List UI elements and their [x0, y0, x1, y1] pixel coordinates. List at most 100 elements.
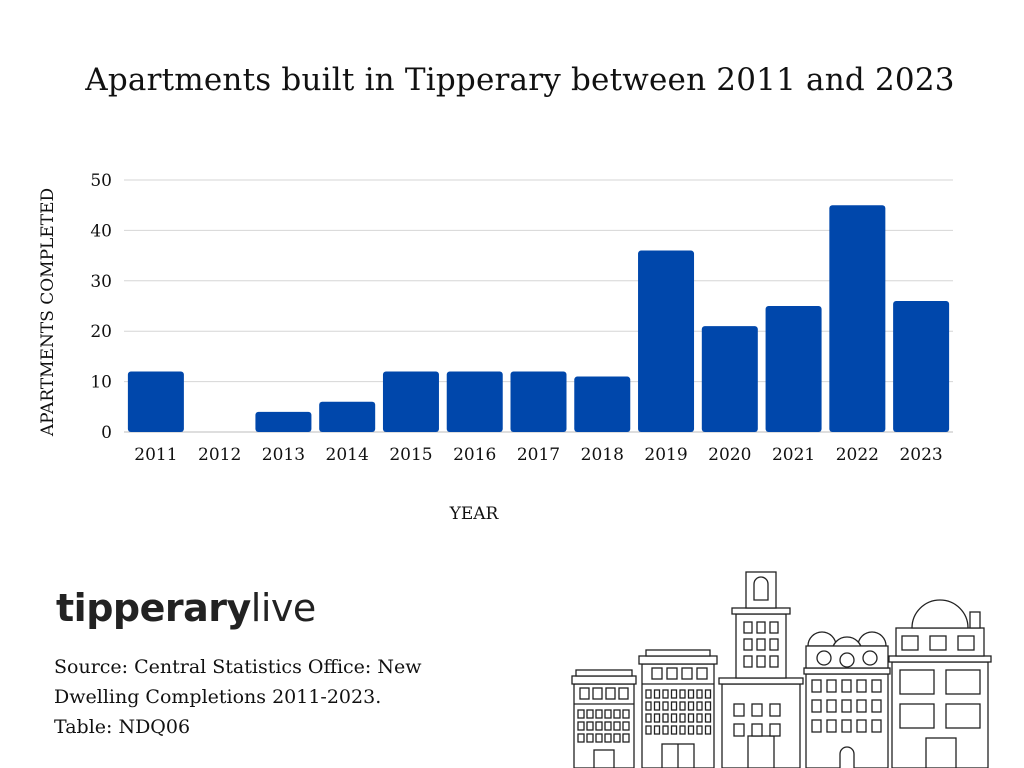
y-tick-label: 10 — [90, 373, 112, 393]
bar-2022 — [829, 205, 886, 432]
window-shape — [679, 713, 686, 723]
window-shape — [811, 699, 822, 713]
x-tick-label: 2018 — [581, 445, 624, 465]
x-tick-labels: 2011 2012 2013 2014 2015 2016 2017 2018 2019 2020… — [134, 445, 942, 465]
window-shape — [679, 725, 686, 735]
window-shape — [687, 701, 695, 711]
window-shape — [899, 703, 935, 729]
window-shape — [586, 709, 594, 719]
x-tick-label: 2012 — [198, 445, 241, 465]
window-shape — [613, 721, 621, 731]
window-shape — [769, 723, 781, 737]
bar-2018 — [574, 376, 631, 432]
window-shape — [733, 703, 745, 717]
window-shape — [681, 667, 693, 680]
window-shape — [613, 709, 621, 719]
x-tick-label: 2017 — [517, 445, 560, 465]
window-shape — [899, 669, 935, 695]
window-shape — [653, 713, 661, 723]
window-shape — [826, 719, 837, 733]
bars — [127, 205, 950, 432]
window-shape — [871, 699, 882, 713]
window-shape — [586, 721, 594, 731]
window-shape — [743, 638, 753, 651]
window-shape — [577, 721, 585, 731]
window-shape — [653, 689, 661, 699]
building-1-illustration — [571, 669, 637, 768]
window-shape — [696, 701, 703, 711]
window-shape — [826, 679, 837, 693]
window-shape — [662, 701, 669, 711]
window-shape — [811, 679, 822, 693]
window-shape — [769, 703, 781, 717]
window-shape — [670, 713, 678, 723]
bar-chart: 0 10 20 30 40 50 2011 2012 2013 2014 2015 2016 2017… — [38, 171, 953, 524]
window-shape — [662, 689, 669, 699]
window-shape — [687, 689, 695, 699]
x-tick-label: 2023 — [899, 445, 942, 465]
window-shape — [929, 635, 947, 651]
window-shape — [751, 723, 763, 737]
window-shape — [670, 701, 678, 711]
chart-title: Apartments built in Tipperary between 20… — [85, 62, 955, 98]
town-windows — [577, 621, 981, 743]
source-note: Source: Central Statistics Office: New D… — [54, 652, 474, 742]
window-shape — [670, 725, 678, 735]
window-shape — [679, 701, 686, 711]
window-shape — [856, 719, 867, 733]
window-shape — [586, 733, 594, 743]
bar-2011 — [127, 371, 184, 432]
logo-text-bold: tipperary — [56, 586, 251, 630]
window-shape — [579, 687, 590, 700]
bar-2016 — [446, 371, 503, 432]
window-shape — [595, 709, 603, 719]
window-shape — [856, 679, 867, 693]
window-shape — [618, 687, 629, 700]
window-shape — [622, 709, 630, 719]
bar-2017 — [510, 371, 567, 432]
window-shape — [666, 667, 678, 680]
window-shape — [604, 733, 612, 743]
window-shape — [957, 635, 975, 651]
x-tick-label: 2016 — [453, 445, 496, 465]
bar-2014 — [319, 401, 376, 432]
window-shape — [670, 689, 678, 699]
bar-2015 — [382, 371, 439, 432]
window-shape — [651, 667, 663, 680]
x-axis-label: YEAR — [449, 504, 500, 524]
x-tick-label: 2015 — [389, 445, 432, 465]
window-shape — [645, 725, 652, 735]
y-tick-labels: 0 10 20 30 40 50 — [90, 171, 112, 443]
window-shape — [826, 699, 837, 713]
window-shape — [945, 669, 981, 695]
bar-2019 — [638, 250, 695, 432]
window-shape — [592, 687, 603, 700]
window-shape — [696, 713, 703, 723]
y-axis-label: APARTMENTS COMPLETED — [38, 188, 58, 437]
window-shape — [743, 621, 753, 634]
window-shape — [687, 713, 695, 723]
window-shape — [756, 638, 766, 651]
window-shape — [645, 689, 652, 699]
window-shape — [769, 621, 779, 634]
window-shape — [595, 721, 603, 731]
y-tick-label: 0 — [101, 423, 112, 443]
window-shape — [604, 721, 612, 731]
bar-2013 — [255, 411, 312, 432]
y-tick-label: 30 — [90, 272, 112, 292]
window-shape — [769, 655, 779, 668]
window-shape — [595, 733, 603, 743]
tower-illustration — [718, 571, 804, 768]
logo-text-light: live — [250, 586, 316, 630]
window-shape — [696, 689, 703, 699]
window-shape — [769, 638, 779, 651]
window-shape — [871, 679, 882, 693]
window-shape — [696, 667, 708, 680]
window-shape — [945, 703, 981, 729]
window-shape — [653, 725, 661, 735]
source-line: Dwelling Completions 2011-2023. — [54, 686, 382, 708]
x-tick-label: 2011 — [134, 445, 177, 465]
source-line: Source: Central Statistics Office: New — [54, 656, 422, 678]
window-shape — [704, 689, 712, 699]
window-shape — [756, 621, 766, 634]
